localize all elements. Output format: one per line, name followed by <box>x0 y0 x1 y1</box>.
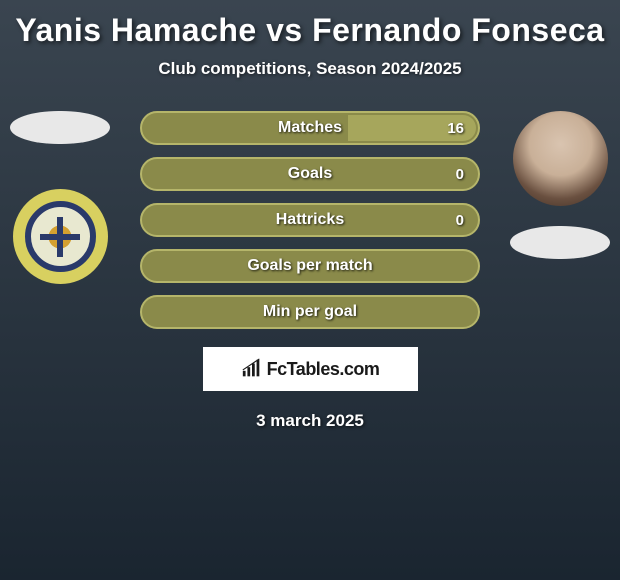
brand-bar-chart-icon <box>241 358 263 380</box>
stat-label: Matches <box>278 119 342 137</box>
stat-right-value: 0 <box>456 166 464 183</box>
right-player-column <box>505 111 615 259</box>
stat-label: Min per goal <box>263 303 357 321</box>
stat-row: Goals per match <box>140 249 480 283</box>
stat-right-value: 0 <box>456 212 464 229</box>
stat-label: Hattricks <box>276 211 344 229</box>
right-player-avatar <box>513 111 608 206</box>
left-player-placeholder <box>10 111 110 144</box>
stat-row: Matches 16 <box>140 111 480 145</box>
left-club-badge-icon <box>13 189 108 284</box>
stat-label: Goals <box>288 165 332 183</box>
stats-area: Matches 16 Goals 0 Hattricks 0 Goals per match… <box>0 111 620 431</box>
subtitle: Club competitions, Season 2024/2025 <box>0 59 620 79</box>
stat-right-value: 16 <box>447 120 464 137</box>
stat-label: Goals per match <box>247 257 372 275</box>
page-title: Yanis Hamache vs Fernando Fonseca <box>0 0 620 49</box>
stat-row: Hattricks 0 <box>140 203 480 237</box>
stat-row: Goals 0 <box>140 157 480 191</box>
brand-text: FcTables.com <box>267 359 380 380</box>
stat-row: Min per goal <box>140 295 480 329</box>
brand-box[interactable]: FcTables.com <box>203 347 418 391</box>
right-club-placeholder <box>510 226 610 259</box>
date-line: 3 march 2025 <box>0 411 620 431</box>
left-player-column <box>5 111 115 284</box>
